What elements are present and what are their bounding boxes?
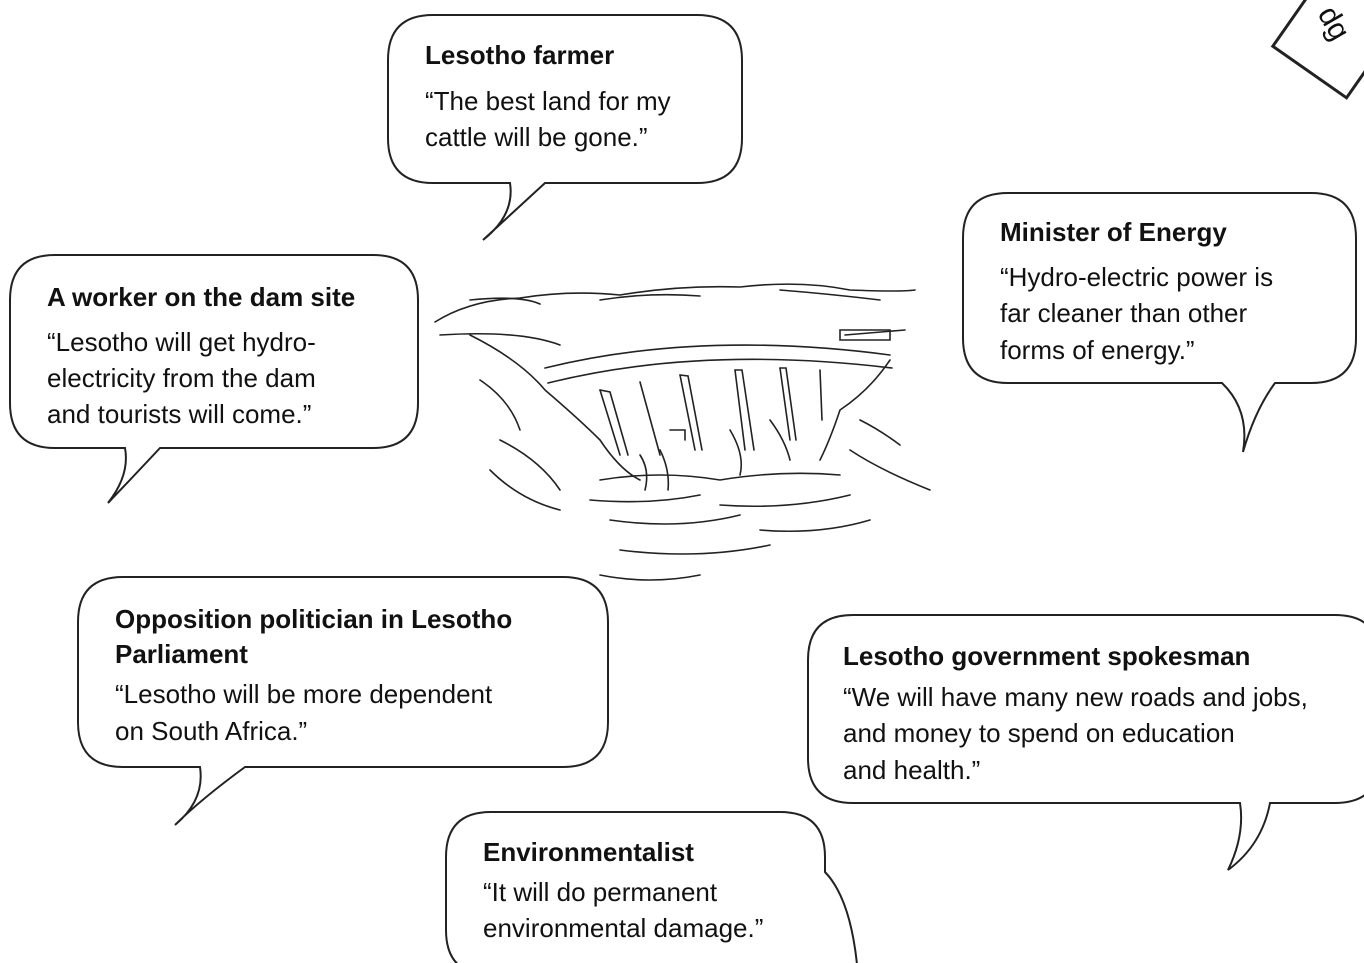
quote-line: “Lesotho will get hydro- <box>47 327 316 357</box>
speaker: A worker on the dam site <box>47 282 355 312</box>
quote-line: far cleaner than other <box>1000 298 1247 328</box>
quote-line: “The best land for my <box>425 86 671 116</box>
quote-line: “We will have many new roads and jobs, <box>843 682 1308 712</box>
quote-line: forms of energy.” <box>1000 335 1195 365</box>
quote-line: “Lesotho will be more dependent <box>115 679 493 709</box>
speaker: Minister of Energy <box>1000 217 1227 247</box>
quote-line: and health.” <box>843 755 980 785</box>
speaker: Environmentalist <box>483 837 694 867</box>
dam-illustration <box>435 284 930 580</box>
speaker: Parliament <box>115 639 248 669</box>
speaker: Lesotho farmer <box>425 40 614 70</box>
quote-line: environmental damage.” <box>483 913 763 943</box>
quote-line: and tourists will come.” <box>47 399 311 429</box>
speaker: Opposition politician in Lesotho <box>115 604 512 634</box>
page: dg Lesotho farmer “The best land for my … <box>0 0 1364 963</box>
quote-line: electricity from the dam <box>47 363 316 393</box>
quote-line: cattle will be gone.” <box>425 122 648 152</box>
quote-line: on South Africa.” <box>115 716 307 746</box>
quote-line: “It will do permanent <box>483 877 718 907</box>
quote-line: and money to spend on education <box>843 718 1235 748</box>
watermark: dg <box>1273 0 1364 98</box>
quote-line: “Hydro-electric power is <box>1000 262 1273 292</box>
speaker: Lesotho government spokesman <box>843 641 1250 671</box>
